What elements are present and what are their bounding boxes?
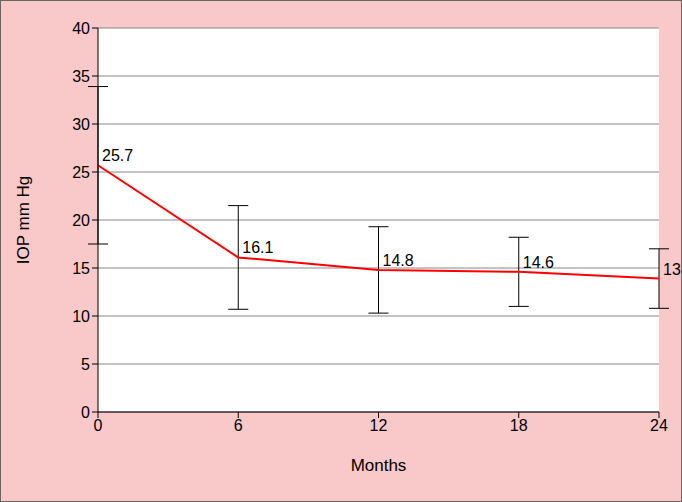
svg-text:5: 5 bbox=[81, 356, 90, 373]
svg-text:0: 0 bbox=[94, 417, 103, 434]
svg-text:40: 40 bbox=[72, 20, 90, 37]
svg-text:25.7: 25.7 bbox=[102, 147, 133, 164]
svg-text:16.1: 16.1 bbox=[242, 239, 273, 256]
svg-text:18: 18 bbox=[510, 417, 528, 434]
svg-text:12: 12 bbox=[370, 417, 388, 434]
svg-text:14.8: 14.8 bbox=[383, 252, 414, 269]
svg-text:24: 24 bbox=[650, 417, 668, 434]
svg-text:35: 35 bbox=[72, 68, 90, 85]
svg-text:0: 0 bbox=[81, 404, 90, 421]
svg-text:6: 6 bbox=[234, 417, 243, 434]
svg-text:IOP mm Hg: IOP mm Hg bbox=[14, 176, 33, 264]
svg-text:20: 20 bbox=[72, 212, 90, 229]
svg-text:30: 30 bbox=[72, 116, 90, 133]
svg-text:13.9: 13.9 bbox=[663, 261, 674, 278]
svg-text:15: 15 bbox=[72, 260, 90, 277]
svg-text:14.6: 14.6 bbox=[523, 254, 554, 271]
svg-text:Months: Months bbox=[351, 456, 407, 475]
svg-text:25: 25 bbox=[72, 164, 90, 181]
svg-text:10: 10 bbox=[72, 308, 90, 325]
